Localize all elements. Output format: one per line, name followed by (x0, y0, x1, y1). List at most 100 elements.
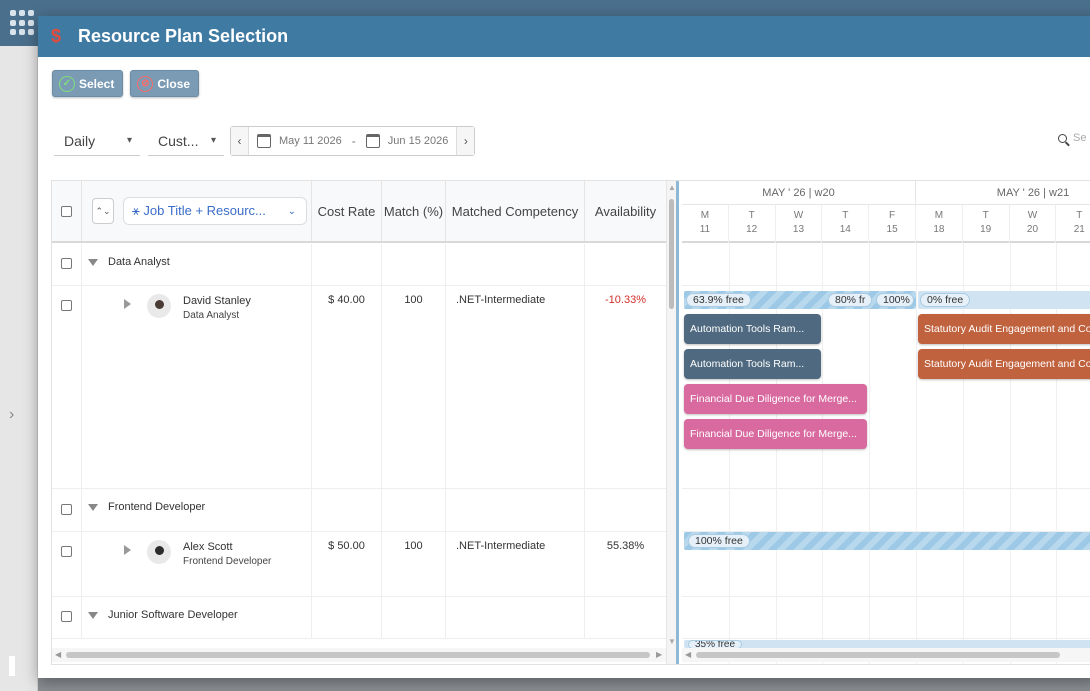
gantt-week-label: MAY ' 26 | w20 (682, 181, 916, 205)
availability-label: 0% free (920, 293, 971, 307)
group-row[interactable]: Junior Software Developer (52, 597, 666, 639)
scroll-left-arrow-icon[interactable]: ◀ (55, 650, 62, 659)
calendar-icon[interactable] (365, 134, 380, 148)
group-name: Junior Software Developer (108, 609, 238, 621)
table-horizontal-scrollbar[interactable]: ◀ ▶ (52, 648, 666, 662)
gantt-week-label: MAY ' 26 | w21 (996, 187, 1070, 199)
resource-title: Frontend Developer (183, 556, 272, 567)
resource-title: Data Analyst (183, 310, 240, 321)
start-date[interactable]: May 11 2026 (279, 135, 342, 147)
availability-bar (684, 640, 1090, 648)
check-circle-icon: ✓ (59, 75, 75, 92)
task-bar[interactable]: Automation Tools Ram... (684, 349, 821, 379)
close-button-label: Close (157, 76, 191, 91)
calendar-icon[interactable] (257, 134, 271, 148)
table-vertical-scrollbar[interactable]: ▲ ▼ (666, 181, 676, 664)
gantt-group-row (682, 597, 1090, 639)
row-checkbox[interactable] (61, 504, 72, 515)
filter-bar: Daily ▾ Cust... ▾ ‹ May 11 2026 - Jun 15… (54, 126, 476, 156)
previous-period-button[interactable]: ‹ (231, 127, 249, 155)
row-checkbox[interactable] (61, 258, 72, 269)
dialog-header: $ Resource Plan Selection (38, 16, 1090, 57)
header-group-by: ⌃⌄ ⚹ Job Title + Resourc... ⌄ (82, 181, 312, 241)
cost-rate-cell: $ 40.00 (312, 286, 382, 488)
gantt-day: T 21 (1056, 205, 1090, 243)
collapse-group-icon[interactable] (88, 259, 98, 266)
header-competency[interactable]: Matched Competency (446, 181, 585, 241)
gantt-horizontal-scrollbar[interactable]: ◀ (682, 648, 1090, 662)
competency-cell: .NET-Intermediate (446, 532, 585, 596)
task-bar[interactable]: Automation Tools Ram... (684, 314, 821, 344)
header-match[interactable]: Match (%) (382, 181, 446, 241)
task-bar[interactable]: Statutory Audit Engagement and Con (918, 314, 1090, 344)
availability-cell: 55.38% (606, 540, 645, 552)
date-range-picker: ‹ May 11 2026 - Jun 15 2026 › (230, 126, 476, 156)
group-icon: ⚹ (132, 203, 144, 218)
pane-splitter[interactable] (676, 181, 679, 664)
gantt-day-header: M 11 T 12 W 13 T 14 F 15 M 18 T 19 W 20 T 21 (682, 205, 1090, 243)
task-bar[interactable]: Statutory Audit Engagement and Con (918, 349, 1090, 379)
scroll-left-arrow-icon[interactable]: ◀ (685, 650, 692, 659)
availability-label: 63.9% free (686, 293, 751, 307)
table-header: ⌃⌄ ⚹ Job Title + Resourc... ⌄ Cost Rate … (52, 181, 666, 243)
group-row[interactable]: Data Analyst (52, 244, 666, 286)
dialog-toolbar: ✓ Select ⊘ Close (52, 70, 200, 97)
task-bar[interactable]: Financial Due Diligence for Merge... (684, 384, 867, 414)
row-checkbox[interactable] (61, 546, 72, 557)
group-row[interactable]: Frontend Developer (52, 489, 666, 532)
match-cell: 100 (382, 286, 446, 488)
search-placeholder: Se (1073, 132, 1087, 144)
row-checkbox[interactable] (61, 611, 72, 622)
group-by-label: ⚹ Job Title + Resourc... (132, 203, 266, 219)
cancel-circle-icon: ⊘ (137, 75, 154, 92)
avatar (147, 540, 171, 564)
task-bar[interactable]: Financial Due Diligence for Merge... (684, 419, 867, 449)
search-box[interactable]: Se (1058, 132, 1086, 144)
scrollbar-thumb[interactable] (696, 652, 1060, 658)
header-select-all (52, 181, 82, 241)
resource-name[interactable]: Alex Scott (183, 541, 233, 553)
end-date[interactable]: Jun 15 2026 (387, 135, 449, 147)
scrollbar-thumb[interactable] (66, 652, 650, 658)
resource-table: ⌃⌄ ⚹ Job Title + Resourc... ⌄ Cost Rate … (52, 181, 666, 664)
collapse-group-icon[interactable] (88, 504, 98, 511)
background-sidebar: › (0, 46, 38, 691)
availability-bar (684, 532, 1090, 550)
scroll-right-arrow-icon[interactable]: ▶ (656, 650, 663, 659)
gantt-day: F 15 (869, 205, 916, 243)
match-cell: 100 (382, 532, 446, 596)
gantt-day: T 19 (963, 205, 1010, 243)
expand-row-icon[interactable] (124, 545, 131, 555)
dialog-title: Resource Plan Selection (78, 26, 289, 46)
availability-label: 100% free (688, 534, 750, 548)
gantt-resource-row: 100% free (682, 532, 1090, 597)
select-button[interactable]: ✓ Select (52, 70, 124, 97)
resource-name[interactable]: David Stanley (183, 295, 251, 307)
scroll-down-arrow-icon[interactable]: ▼ (668, 637, 676, 646)
select-all-checkbox[interactable] (61, 205, 72, 217)
table-row[interactable]: David Stanley Data Analyst $ 40.00 100 .… (52, 286, 666, 489)
group-name: Data Analyst (108, 256, 170, 268)
period-dropdown[interactable]: Cust... ▾ (148, 126, 224, 156)
expand-chevron-icon[interactable]: › (9, 406, 15, 423)
avatar (147, 294, 171, 318)
gantt-group-row (682, 244, 1090, 286)
scroll-up-arrow-icon[interactable]: ▲ (668, 183, 676, 192)
table-row[interactable]: Alex Scott Frontend Developer $ 50.00 10… (52, 532, 666, 597)
group-by-dropdown[interactable]: ⚹ Job Title + Resourc... ⌄ (123, 197, 307, 225)
header-availability[interactable]: Availability (594, 203, 657, 219)
header-cost-rate[interactable]: Cost Rate (312, 181, 382, 241)
apps-grid-icon[interactable] (10, 10, 36, 36)
expand-row-icon[interactable] (124, 299, 131, 309)
sort-toggle-button[interactable]: ⌃⌄ (92, 198, 114, 224)
chevron-down-icon: ⌄ (287, 205, 296, 217)
chevron-down-icon: ▾ (210, 135, 216, 146)
close-button[interactable]: ⊘ Close (130, 70, 200, 97)
collapse-group-icon[interactable] (88, 612, 98, 619)
group-by-value: Job Title + Resourc... (143, 203, 266, 218)
scrollbar-thumb[interactable] (669, 199, 674, 309)
view-dropdown[interactable]: Daily ▾ (54, 126, 140, 156)
next-period-button[interactable]: › (456, 127, 475, 155)
row-checkbox[interactable] (61, 300, 72, 311)
